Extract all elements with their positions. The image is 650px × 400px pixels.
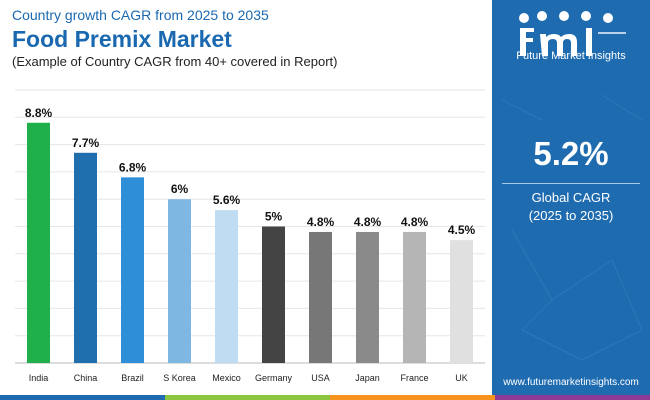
bottom-stripe	[0, 395, 650, 400]
x-tick-label: USA	[311, 373, 330, 383]
side-panel: Future Market Insights 5.2% Global CAGR …	[492, 0, 650, 400]
bar-value-label: 4.8%	[354, 215, 382, 229]
bar-value-label: 8.8%	[25, 106, 53, 120]
x-tick-label: Mexico	[212, 373, 241, 383]
bar-brazil	[121, 177, 144, 363]
x-tick-label: S Korea	[163, 373, 196, 383]
website-link[interactable]: www.futuremarketinsights.com	[503, 377, 639, 388]
global-cagr-label-line2: (2025 to 2035)	[528, 208, 614, 223]
logo-dot-icon	[603, 13, 613, 23]
x-tick-label: UK	[455, 373, 468, 383]
logo-dot-icon	[559, 11, 569, 21]
stripe-segment	[0, 395, 165, 400]
bar-chart: 8.8% India 7.7% China 6.8% Brazil 6% S Korea 5.6…	[15, 89, 485, 383]
bar-mexico	[215, 210, 238, 363]
bar-france	[403, 231, 426, 363]
bar-usa	[309, 231, 332, 363]
bar-uk	[450, 240, 473, 363]
bar-germany	[262, 226, 285, 363]
bar-value-label: 5.6%	[213, 193, 241, 207]
chart-area: 8.8% India 7.7% China 6.8% Brazil 6% S Korea 5.6…	[15, 89, 485, 383]
chart-title: Food Premix Market	[12, 26, 232, 52]
logo-dot-icon	[537, 11, 547, 21]
bar-china	[74, 152, 97, 363]
bar-india	[27, 122, 50, 363]
bar-value-label: 4.8%	[401, 215, 429, 229]
fmi-logo	[519, 11, 626, 56]
bar-value-label: 7.7%	[72, 136, 100, 150]
bar-s-korea	[168, 199, 191, 363]
bar-value-label: 4.5%	[448, 223, 476, 237]
x-tick-label: India	[29, 373, 49, 383]
stripe-segment	[330, 395, 495, 400]
x-tick-label: Brazil	[121, 373, 144, 383]
stripe-segment	[165, 395, 330, 400]
logo-dot-icon	[581, 11, 591, 21]
bar-value-label: 4.8%	[307, 215, 335, 229]
header: Country growth CAGR from 2025 to 2035 Fo…	[12, 6, 338, 71]
bar-value-label: 5%	[265, 210, 283, 224]
global-cagr-label-line1: Global CAGR	[531, 190, 611, 205]
logo-text: Future Market Insights	[516, 50, 626, 62]
panel-texture	[501, 94, 643, 361]
chart-caption: (Example of Country CAGR from 40+ covere…	[12, 54, 338, 69]
x-tick-label: China	[74, 373, 98, 383]
x-tick-label: France	[400, 373, 428, 383]
x-tick-label: Japan	[355, 373, 380, 383]
bar-value-label: 6.8%	[119, 160, 147, 174]
bar-japan	[356, 231, 379, 363]
cagr-divider	[502, 183, 640, 184]
global-cagr-value: 5.2%	[533, 135, 609, 172]
chart-subtitle: Country growth CAGR from 2025 to 2035	[12, 7, 269, 23]
bar-value-label: 6%	[171, 182, 189, 196]
global-cagr-label: Global CAGR (2025 to 2035)	[492, 189, 650, 225]
stripe-segment	[495, 395, 650, 400]
logo-dot-icon	[519, 13, 529, 23]
x-tick-label: Germany	[255, 373, 293, 383]
